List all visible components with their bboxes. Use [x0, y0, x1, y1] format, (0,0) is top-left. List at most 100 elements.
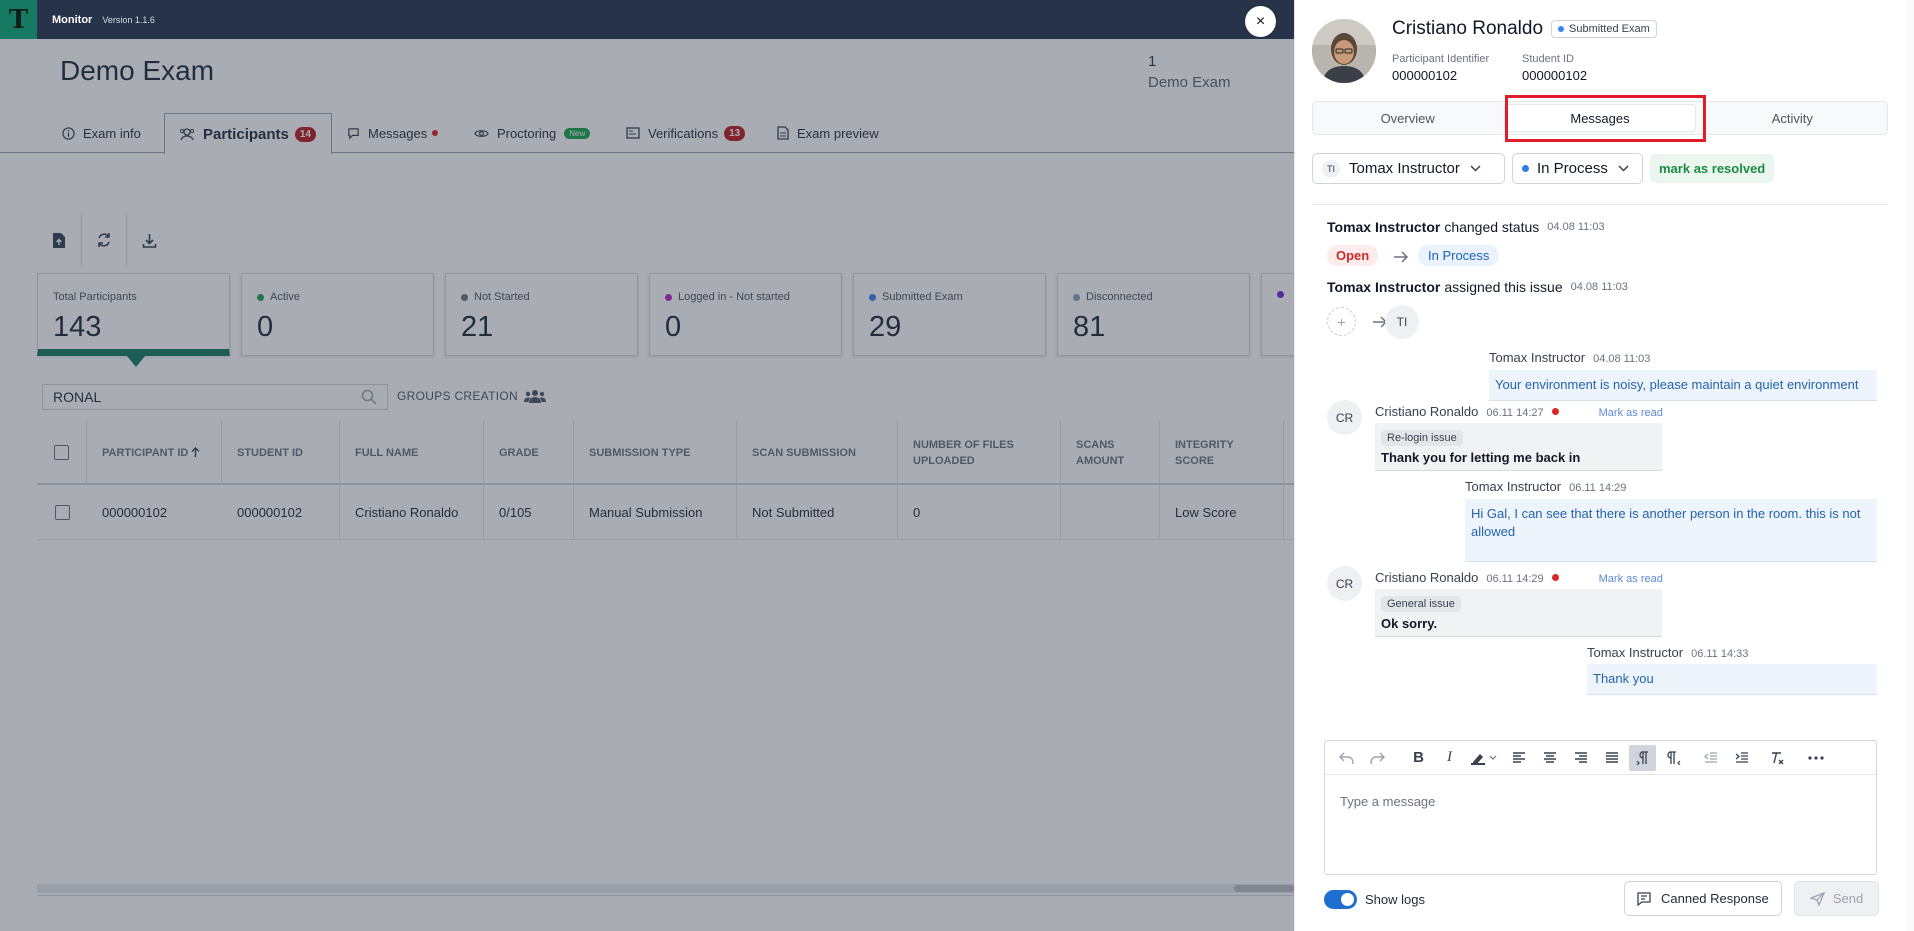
tab-exam-preview[interactable]: Exam preview [777, 113, 879, 153]
tab-exam-info[interactable]: Exam info [62, 113, 141, 153]
groups-creation-label: GROUPS CREATION [397, 389, 518, 403]
app-name: Monitor [52, 13, 93, 26]
table-header: PARTICIPANT ID STUDENT ID FULL NAME GRAD… [37, 420, 1294, 485]
status-open-chip: Open [1327, 245, 1379, 266]
tab-overview[interactable]: Overview [1380, 110, 1435, 126]
tab-proctoring[interactable]: Proctoring New [474, 113, 591, 153]
mark-as-resolved-button[interactable]: mark as resolved [1650, 154, 1775, 183]
ltr-direction-icon[interactable] [1629, 744, 1656, 771]
mark-as-read-link[interactable]: Mark as read [1598, 573, 1663, 585]
select-all-checkbox[interactable] [54, 445, 69, 460]
assignee-dropdown[interactable]: TI Tomax Instructor [1312, 153, 1505, 184]
italic-icon[interactable]: I [1447, 749, 1452, 765]
clear-format-icon[interactable] [1763, 745, 1790, 771]
align-right-icon[interactable] [1567, 745, 1594, 771]
horizontal-scrollbar[interactable] [37, 884, 1294, 893]
column-header: SCANS AMOUNT [1076, 438, 1125, 467]
participant-side-panel: Cristiano Ronaldo Submitted Exam Partici… [1294, 0, 1914, 931]
indent-icon[interactable] [1728, 745, 1755, 771]
tab-participants[interactable]: Participants 14 [164, 113, 332, 154]
th-scan-submission[interactable]: SCAN SUBMISSION [737, 420, 898, 485]
search-icon[interactable] [361, 389, 377, 405]
th-files-uploaded[interactable]: NUMBER OF FILES UPLOADED [898, 420, 1061, 485]
chevron-down-icon [1618, 165, 1629, 172]
card-more[interactable] [1261, 273, 1294, 356]
outdent-icon[interactable] [1697, 745, 1724, 771]
student-id-value: 000000102 [1522, 68, 1588, 83]
assignee-avatar: TI [1385, 305, 1419, 339]
status-dropdown[interactable]: In Process [1512, 153, 1643, 184]
card-submitted-exam[interactable]: Submitted Exam 29 [853, 273, 1046, 356]
redo-icon[interactable] [1364, 745, 1391, 771]
tab-activity[interactable]: Activity [1771, 110, 1813, 126]
cell-full-name: Cristiano Ronaldo [340, 485, 484, 540]
cell-grade: 0/105 [484, 485, 574, 540]
modal-overlay[interactable] [0, 39, 1294, 931]
groups-creation-button[interactable]: GROUPS CREATION [397, 389, 546, 403]
card-active[interactable]: Active 0 [241, 273, 434, 356]
add-assignee-icon: + [1327, 307, 1356, 336]
refresh-icon [96, 232, 112, 248]
avatar [1312, 19, 1376, 83]
status-dot [869, 293, 876, 301]
show-logs-toggle[interactable] [1324, 889, 1357, 909]
tab-messages[interactable]: Messages [347, 113, 439, 153]
assignee-name: Tomax Instructor [1349, 160, 1460, 177]
refresh-button[interactable] [82, 215, 127, 265]
align-left-icon[interactable] [1505, 745, 1532, 771]
table-row[interactable]: 000000102 000000102 Cristiano Ronaldo 0/… [37, 485, 1294, 540]
download-button[interactable] [127, 215, 172, 265]
card-label: Submitted Exam [882, 291, 963, 303]
cell-submission-type: Manual Submission [574, 485, 737, 540]
th-full-name[interactable]: FULL NAME [340, 420, 484, 485]
th-submission-type[interactable]: SUBMISSION TYPE [574, 420, 737, 485]
message-text: Thank you for letting me back in [1381, 450, 1581, 465]
page-title: Demo Exam [60, 55, 215, 86]
card-label: Active [270, 291, 300, 303]
student-id: Student ID 000000102 [1522, 53, 1588, 83]
th-participant-id[interactable]: PARTICIPANT ID [87, 420, 222, 485]
search-value: RONAL [53, 389, 102, 405]
scrollbar-thumb[interactable] [1234, 885, 1294, 892]
card-label: Total Participants [53, 291, 137, 303]
send-button[interactable]: Send [1794, 881, 1879, 916]
tab-verifications[interactable]: Verifications 13 [626, 113, 746, 153]
card-logged-in-not-started[interactable]: Logged in - Not started 0 [649, 273, 842, 356]
undo-icon[interactable] [1333, 745, 1360, 771]
highlight-icon[interactable] [1467, 745, 1501, 771]
th-student-id[interactable]: STUDENT ID [222, 420, 340, 485]
bold-icon[interactable]: B [1413, 749, 1424, 766]
verifications-count-badge: 13 [724, 125, 746, 141]
th-scans-amount[interactable]: SCANS AMOUNT [1061, 420, 1160, 485]
participant-name-row: Cristiano Ronaldo Submitted Exam [1392, 18, 1657, 40]
card-disconnected[interactable]: Disconnected 81 [1057, 273, 1250, 356]
cell-participant-id: 000000102 [102, 505, 168, 520]
cell-integrity-score: Low Score [1160, 485, 1284, 540]
panel-scrollbar[interactable] [1906, 0, 1914, 931]
card-not-started[interactable]: Not Started 21 [445, 273, 638, 356]
sender-avatar: CR [1327, 566, 1362, 601]
column-header: NUMBER OF FILES UPLOADED [913, 438, 1014, 467]
align-center-icon[interactable] [1536, 745, 1563, 771]
app-logo[interactable]: T [0, 0, 37, 39]
upload-file-button[interactable] [37, 215, 82, 265]
participant-search-input[interactable]: RONAL [42, 384, 388, 410]
row-checkbox[interactable] [54, 505, 70, 520]
message-input[interactable]: Type a message [1340, 794, 1436, 809]
tab-messages-panel[interactable]: Messages [1504, 104, 1696, 132]
card-label: Not Started [474, 291, 530, 303]
align-justify-icon[interactable] [1598, 745, 1625, 771]
close-panel-button[interactable]: × [1245, 6, 1276, 37]
app-version: Version 1.1.6 [102, 14, 155, 25]
cell-student-id: 000000102 [222, 485, 340, 540]
comment-icon [1637, 891, 1651, 906]
th-grade[interactable]: GRADE [484, 420, 574, 485]
more-options-icon[interactable] [1802, 745, 1829, 771]
card-total-participants[interactable]: Total Participants 143 [37, 273, 230, 356]
log-assignment: Tomax Instructor assigned this issue 04.08… [1327, 279, 1628, 295]
mark-as-read-link[interactable]: Mark as read [1598, 407, 1663, 419]
rtl-direction-icon[interactable] [1660, 745, 1687, 771]
canned-response-button[interactable]: Canned Response [1624, 881, 1782, 916]
th-integrity-score[interactable]: INTEGRITY SCORE [1160, 420, 1284, 485]
message-meta: Tomax Instructor 06.11 14:29 [1465, 479, 1627, 494]
